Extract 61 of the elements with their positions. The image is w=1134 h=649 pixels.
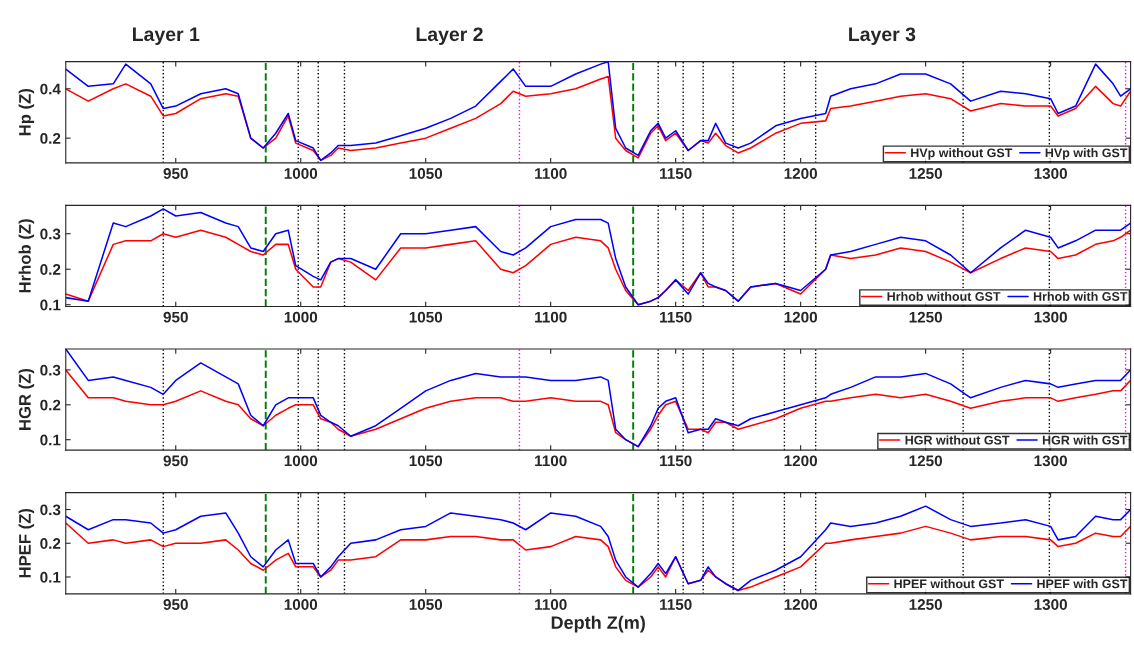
x-tick-label: 1300 — [1034, 311, 1067, 323]
y-axis-title: Hrhob (Z) — [18, 219, 35, 293]
x-tick-label: 1100 — [535, 168, 567, 179]
x-tick-label: 1100 — [535, 455, 567, 467]
x-tick-label: 1100 — [535, 311, 567, 323]
x-tick-label: 1000 — [284, 455, 318, 467]
x-tick-label: 950 — [163, 455, 188, 467]
x-tick-label: 1050 — [409, 599, 443, 610]
x-tick-label: 1050 — [409, 168, 443, 179]
y-tick-label: 0.2 — [40, 538, 61, 549]
legend-label: HGR with GST — [1042, 435, 1128, 445]
line-series — [65, 348, 1131, 448]
x-tick-label: 1300 — [1034, 168, 1067, 179]
legend-label: Hrhob without GST — [887, 291, 1001, 301]
text: Layer 2 — [416, 27, 483, 45]
x-tick-label: 1200 — [784, 311, 818, 323]
x-tick-label: 1300 — [1034, 599, 1067, 610]
legend-label: HVp with GST — [1045, 148, 1128, 160]
y-tick-label: 0.3 — [40, 364, 61, 376]
x-tick-label: 1300 — [1034, 455, 1067, 467]
x-tick-label: 1200 — [784, 455, 818, 467]
legend-label: HGR without GST — [905, 435, 1010, 445]
x-tick-label: 1050 — [409, 455, 443, 467]
x-tick-label: 1150 — [660, 599, 692, 610]
x-tick-label: 1250 — [909, 311, 942, 323]
legend-label: HPEF with GST — [1037, 579, 1128, 589]
x-tick-label: 1050 — [409, 311, 443, 323]
text: Layer 1 — [133, 27, 200, 45]
x-tick-label: 1200 — [784, 599, 818, 610]
y-tick-label: 0.1 — [40, 571, 61, 583]
x-axis-title: Depth Z(m) — [551, 615, 645, 633]
y-tick-label: 0.4 — [40, 83, 61, 95]
text: Layer 3 — [849, 27, 916, 45]
y-tick-label: 0.3 — [40, 228, 61, 240]
y-tick-label: 0.2 — [40, 133, 61, 144]
y-tick-label: 0.3 — [40, 504, 61, 516]
x-tick-label: 950 — [163, 311, 188, 323]
x-tick-label: 1150 — [660, 311, 692, 323]
x-tick-label: 1250 — [909, 599, 942, 610]
x-tick-label: 1150 — [660, 168, 692, 179]
y-axis-title: Hp (Z) — [18, 89, 35, 136]
y-axis-title: HPEF (Z) — [18, 508, 35, 578]
x-tick-label: 1000 — [284, 599, 318, 610]
legend-label: HPEF without GST — [894, 579, 1004, 589]
x-tick-label: 1200 — [784, 168, 818, 179]
y-axis-title: HGR (Z) — [18, 368, 35, 430]
x-tick-label: 1000 — [284, 168, 318, 179]
y-tick-label: 0.1 — [40, 434, 61, 446]
legend-label: Hrhob with GST — [1033, 291, 1128, 301]
x-tick-label: 1250 — [909, 168, 942, 179]
x-tick-label: 1000 — [284, 311, 318, 323]
x-tick-label: 1150 — [660, 455, 692, 467]
x-tick-label: 1100 — [535, 599, 567, 610]
x-tick-label: 950 — [163, 168, 188, 179]
x-tick-label: 950 — [163, 599, 188, 610]
line-series — [65, 208, 1131, 306]
y-tick-label: 0.2 — [40, 399, 61, 411]
y-tick-label: 0.2 — [40, 264, 61, 275]
legend-label: HVp without GST — [911, 148, 1013, 160]
x-tick-label: 1250 — [909, 455, 942, 467]
y-tick-label: 0.1 — [40, 299, 61, 311]
